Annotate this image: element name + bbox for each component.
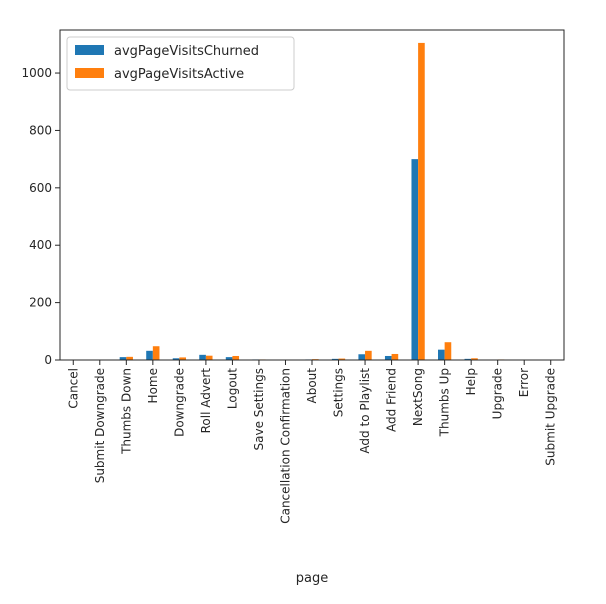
x-tick-label: Submit Downgrade xyxy=(93,368,107,483)
bar-churned-12 xyxy=(384,355,392,360)
legend-label-churned: avgPageVisitsChurned xyxy=(114,44,259,59)
x-tick-label: Downgrade xyxy=(172,368,186,437)
x-tick-label: Cancellation Confirmation xyxy=(278,368,292,524)
x-tick-label: Help xyxy=(464,368,478,395)
x-tick-label: Upgrade xyxy=(491,368,505,419)
bar-churned-15 xyxy=(464,358,472,360)
legend-box xyxy=(66,36,295,91)
bar-active-11 xyxy=(365,350,372,360)
x-tick-label: Submit Upgrade xyxy=(544,368,558,466)
y-tick-label: 800 xyxy=(29,123,52,137)
x-tick-label: Cancel xyxy=(66,368,80,409)
y-axis: 0 200 400 600 800 1000 xyxy=(21,66,60,367)
bar-churned-14 xyxy=(438,349,445,360)
bar-churned-5 xyxy=(199,354,206,360)
bar-active-4 xyxy=(179,357,186,360)
x-tick-label: Thumbs Down xyxy=(119,368,133,455)
x-axis-label: page xyxy=(296,571,328,586)
bar-active-10 xyxy=(338,358,346,360)
x-tick-label: Error xyxy=(517,368,531,397)
x-tick-label: Home xyxy=(146,368,160,403)
x-tick-label: Logout xyxy=(225,368,239,409)
bar-active-12 xyxy=(391,353,399,360)
bar-active-14 xyxy=(444,342,452,360)
x-tick-label: Roll Advert xyxy=(199,368,213,434)
x-tick-label: About xyxy=(305,368,319,404)
bar-active-13 xyxy=(418,42,425,360)
legend-swatch-active xyxy=(75,68,104,78)
x-tick-label: Settings xyxy=(332,368,346,417)
bar-churned-10 xyxy=(331,358,339,360)
x-tick-label: Add to Playlist xyxy=(358,368,372,454)
x-tick-label: Thumbs Up xyxy=(438,368,452,437)
bar-churned-3 xyxy=(146,350,153,360)
bar-churned-6 xyxy=(225,357,233,360)
y-tick-label: 1000 xyxy=(21,66,52,80)
bar-churned-2 xyxy=(119,357,127,360)
legend-label-active: avgPageVisitsActive xyxy=(114,67,244,82)
x-tick-label: NextSong xyxy=(411,368,425,426)
x-axis: Cancel Submit Downgrade Thumbs Down Home Dow… xyxy=(66,360,558,524)
x-tick-label: Save Settings xyxy=(252,368,266,451)
legend: avgPageVisitsChurned avgPageVisitsActive xyxy=(66,36,295,91)
bar-active-6 xyxy=(232,355,240,360)
bar-churned-13 xyxy=(411,159,419,360)
y-tick-label: 600 xyxy=(29,181,52,195)
bar-active-5 xyxy=(205,355,213,360)
bar-active-2 xyxy=(126,356,133,360)
y-tick-label: 400 xyxy=(29,238,52,252)
y-tick-label: 200 xyxy=(29,296,52,310)
legend-swatch-churned xyxy=(75,45,104,55)
bar-active-3 xyxy=(152,346,160,360)
x-tick-label: Add Friend xyxy=(385,368,399,432)
y-tick-label: 0 xyxy=(44,353,52,367)
bar-active-15 xyxy=(471,358,478,360)
bar-churned-11 xyxy=(358,354,366,360)
bar-churned-4 xyxy=(172,358,180,360)
